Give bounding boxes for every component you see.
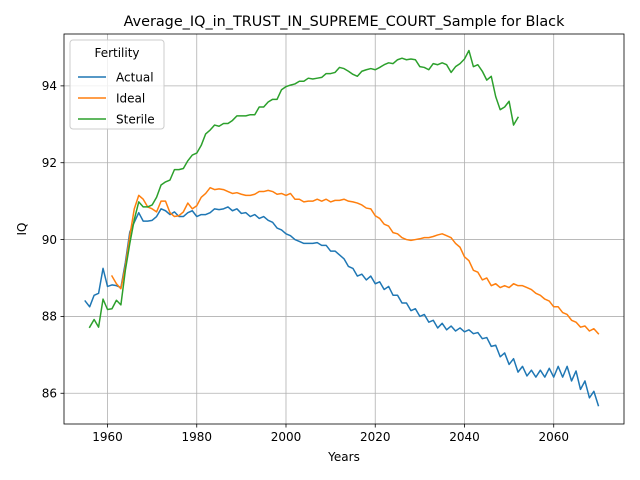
x-tick-label: 2060 [538,430,569,444]
legend-box [69,39,165,130]
y-tick-label: 94 [42,79,57,93]
y-tick-label: 90 [42,233,57,247]
x-tick-label: 1980 [181,430,212,444]
x-axis-label: Years [327,450,360,464]
series-lines [84,49,600,407]
legend-entries: Actual Ideal Sterile [78,70,155,126]
grid [64,34,624,424]
series-line-sterile [88,49,520,329]
legend-label-sterile: Sterile [116,112,155,126]
legend-label-actual: Actual [116,70,154,84]
x-tick-label: 2000 [271,430,302,444]
x-tick-label: 1960 [92,430,123,444]
legend: Fertility Actual Ideal Sterile [69,39,165,130]
x-tick-label: 2040 [449,430,480,444]
chart-title: Average_IQ_in_TRUST_IN_SUPREME_COURT_Sam… [124,14,565,30]
legend-title: Fertility [94,46,139,60]
legend-label-ideal: Ideal [116,91,145,105]
y-axis-ticks: 86 88 90 92 94 [42,79,64,401]
y-tick-label: 88 [42,310,57,324]
y-axis-label: IQ [15,223,29,236]
x-axis-ticks: 1960 1980 2000 2020 2040 2060 [92,424,569,444]
plot-frame [63,33,625,425]
y-tick-label: 92 [42,156,57,170]
x-tick-label: 2020 [360,430,391,444]
series-line-ideal [110,186,600,335]
y-tick-label: 86 [42,387,57,401]
